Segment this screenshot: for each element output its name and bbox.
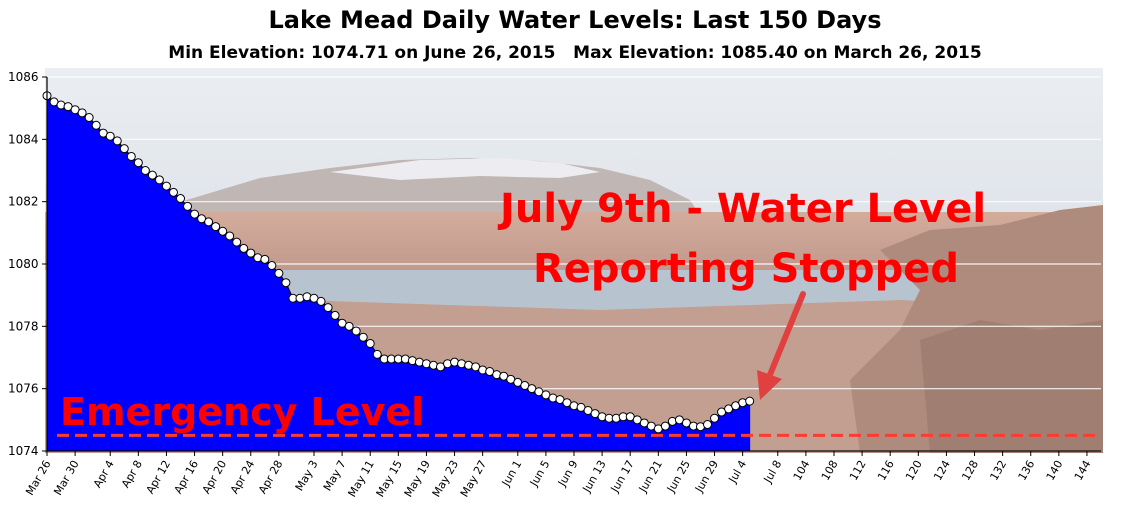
data-point xyxy=(351,326,361,336)
data-point xyxy=(703,420,713,430)
data-point xyxy=(77,108,87,118)
data-point xyxy=(232,237,242,247)
data-point xyxy=(176,194,186,204)
data-point xyxy=(204,217,214,227)
annotation-stopped-line1: July 9th - Water Level xyxy=(497,186,986,232)
y-tick-label: 1082 xyxy=(8,195,39,209)
data-point xyxy=(154,175,164,185)
data-point xyxy=(365,338,375,348)
data-point xyxy=(372,349,382,359)
data-point xyxy=(745,396,755,406)
y-tick-label: 1078 xyxy=(8,319,39,333)
data-point xyxy=(190,209,200,219)
data-point xyxy=(133,158,143,168)
y-tick-label: 1080 xyxy=(8,257,39,271)
data-point xyxy=(112,136,122,146)
data-point xyxy=(119,144,129,154)
annotation-arrow xyxy=(757,291,806,400)
data-point xyxy=(344,321,354,331)
y-tick-label: 1084 xyxy=(8,132,39,146)
data-point xyxy=(105,131,115,141)
data-point xyxy=(710,413,720,423)
chart-title: Lake Mead Daily Water Levels: Last 150 D… xyxy=(269,6,882,34)
data-point xyxy=(140,166,150,175)
data-point xyxy=(246,248,256,258)
data-point xyxy=(316,296,326,306)
y-tick-label: 1076 xyxy=(8,382,39,396)
data-point xyxy=(126,151,136,161)
marker-layer xyxy=(42,91,755,434)
data-point xyxy=(260,254,270,264)
data-point xyxy=(274,268,284,278)
y-tick-label: 1086 xyxy=(8,70,39,84)
data-point xyxy=(225,231,235,241)
chart-subtitle: Min Elevation: 1074.71 on June 26, 2015 … xyxy=(168,43,981,63)
data-point xyxy=(91,120,101,130)
annotation-emergency-level: Emergency Level xyxy=(60,390,424,434)
annotation-stopped-line2: Reporting Stopped xyxy=(533,246,959,292)
data-point xyxy=(211,222,221,232)
data-point xyxy=(281,278,291,288)
data-point xyxy=(660,421,670,431)
data-point xyxy=(330,310,340,320)
data-point xyxy=(218,226,228,236)
data-point xyxy=(358,332,368,342)
data-point xyxy=(168,187,178,197)
data-point xyxy=(84,113,94,123)
data-point xyxy=(161,181,171,191)
data-point xyxy=(323,303,333,313)
data-point xyxy=(267,261,277,271)
data-point xyxy=(147,170,157,180)
y-tick-label: 1074 xyxy=(8,444,39,458)
data-point xyxy=(183,201,193,211)
data-point xyxy=(239,243,249,253)
